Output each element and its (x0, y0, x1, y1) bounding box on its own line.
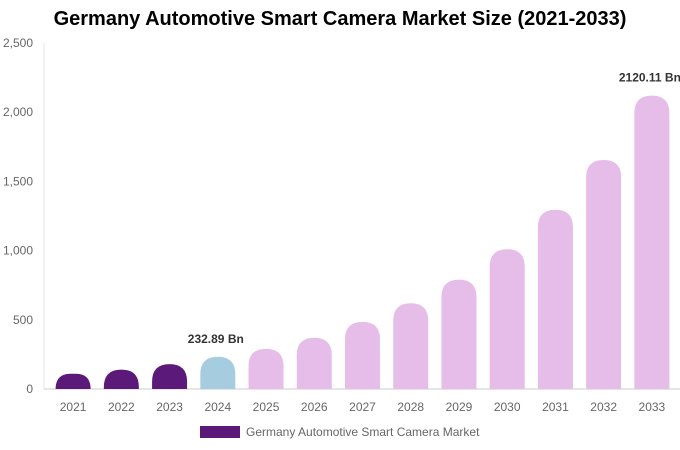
legend-swatch (200, 426, 240, 438)
bar-2032 (586, 159, 622, 389)
bar-2025 (248, 348, 284, 389)
y-tick-label: 1,000 (3, 244, 33, 258)
legend[interactable]: Germany Automotive Smart Camera Market (200, 425, 479, 439)
x-tick-label: 2023 (156, 400, 183, 414)
y-tick-label: 0 (26, 382, 33, 396)
bar-2028 (393, 303, 429, 389)
y-tick-label: 2,000 (3, 105, 33, 119)
x-tick-label: 2029 (446, 400, 473, 414)
x-tick-label: 2032 (590, 400, 617, 414)
chart-title: Germany Automotive Smart Camera Market S… (53, 8, 627, 30)
y-tick-label: 2,500 (3, 36, 33, 50)
bar-2029 (441, 279, 477, 389)
bar-2033 (634, 95, 670, 389)
y-tick-label: 1,500 (3, 174, 33, 188)
x-tick-label: 2025 (253, 400, 280, 414)
x-tick-label: 2033 (639, 400, 666, 414)
bar-2030 (489, 249, 525, 389)
x-tick-label: 2031 (542, 400, 569, 414)
bar-2027 (345, 321, 380, 389)
data-label: 232.89 Bn (188, 332, 244, 346)
bar-2021 (55, 373, 91, 389)
x-tick-label: 2022 (108, 400, 135, 414)
x-tick-label: 2028 (397, 400, 424, 414)
data-label: 2120.11 Bn (619, 71, 680, 85)
bar-2022 (103, 369, 139, 389)
x-tick-label: 2024 (204, 400, 231, 414)
y-tick-label: 500 (13, 313, 33, 327)
x-tick-label: 2030 (494, 400, 521, 414)
legend-label: Germany Automotive Smart Camera Market (246, 425, 480, 439)
bar-2031 (537, 209, 573, 389)
bar-2026 (296, 337, 332, 389)
x-tick-label: 2026 (301, 400, 328, 414)
x-tick-label: 2027 (349, 400, 376, 414)
bar-2023 (152, 364, 188, 389)
x-tick-label: 2021 (60, 400, 87, 414)
bar-2024 (200, 356, 236, 389)
